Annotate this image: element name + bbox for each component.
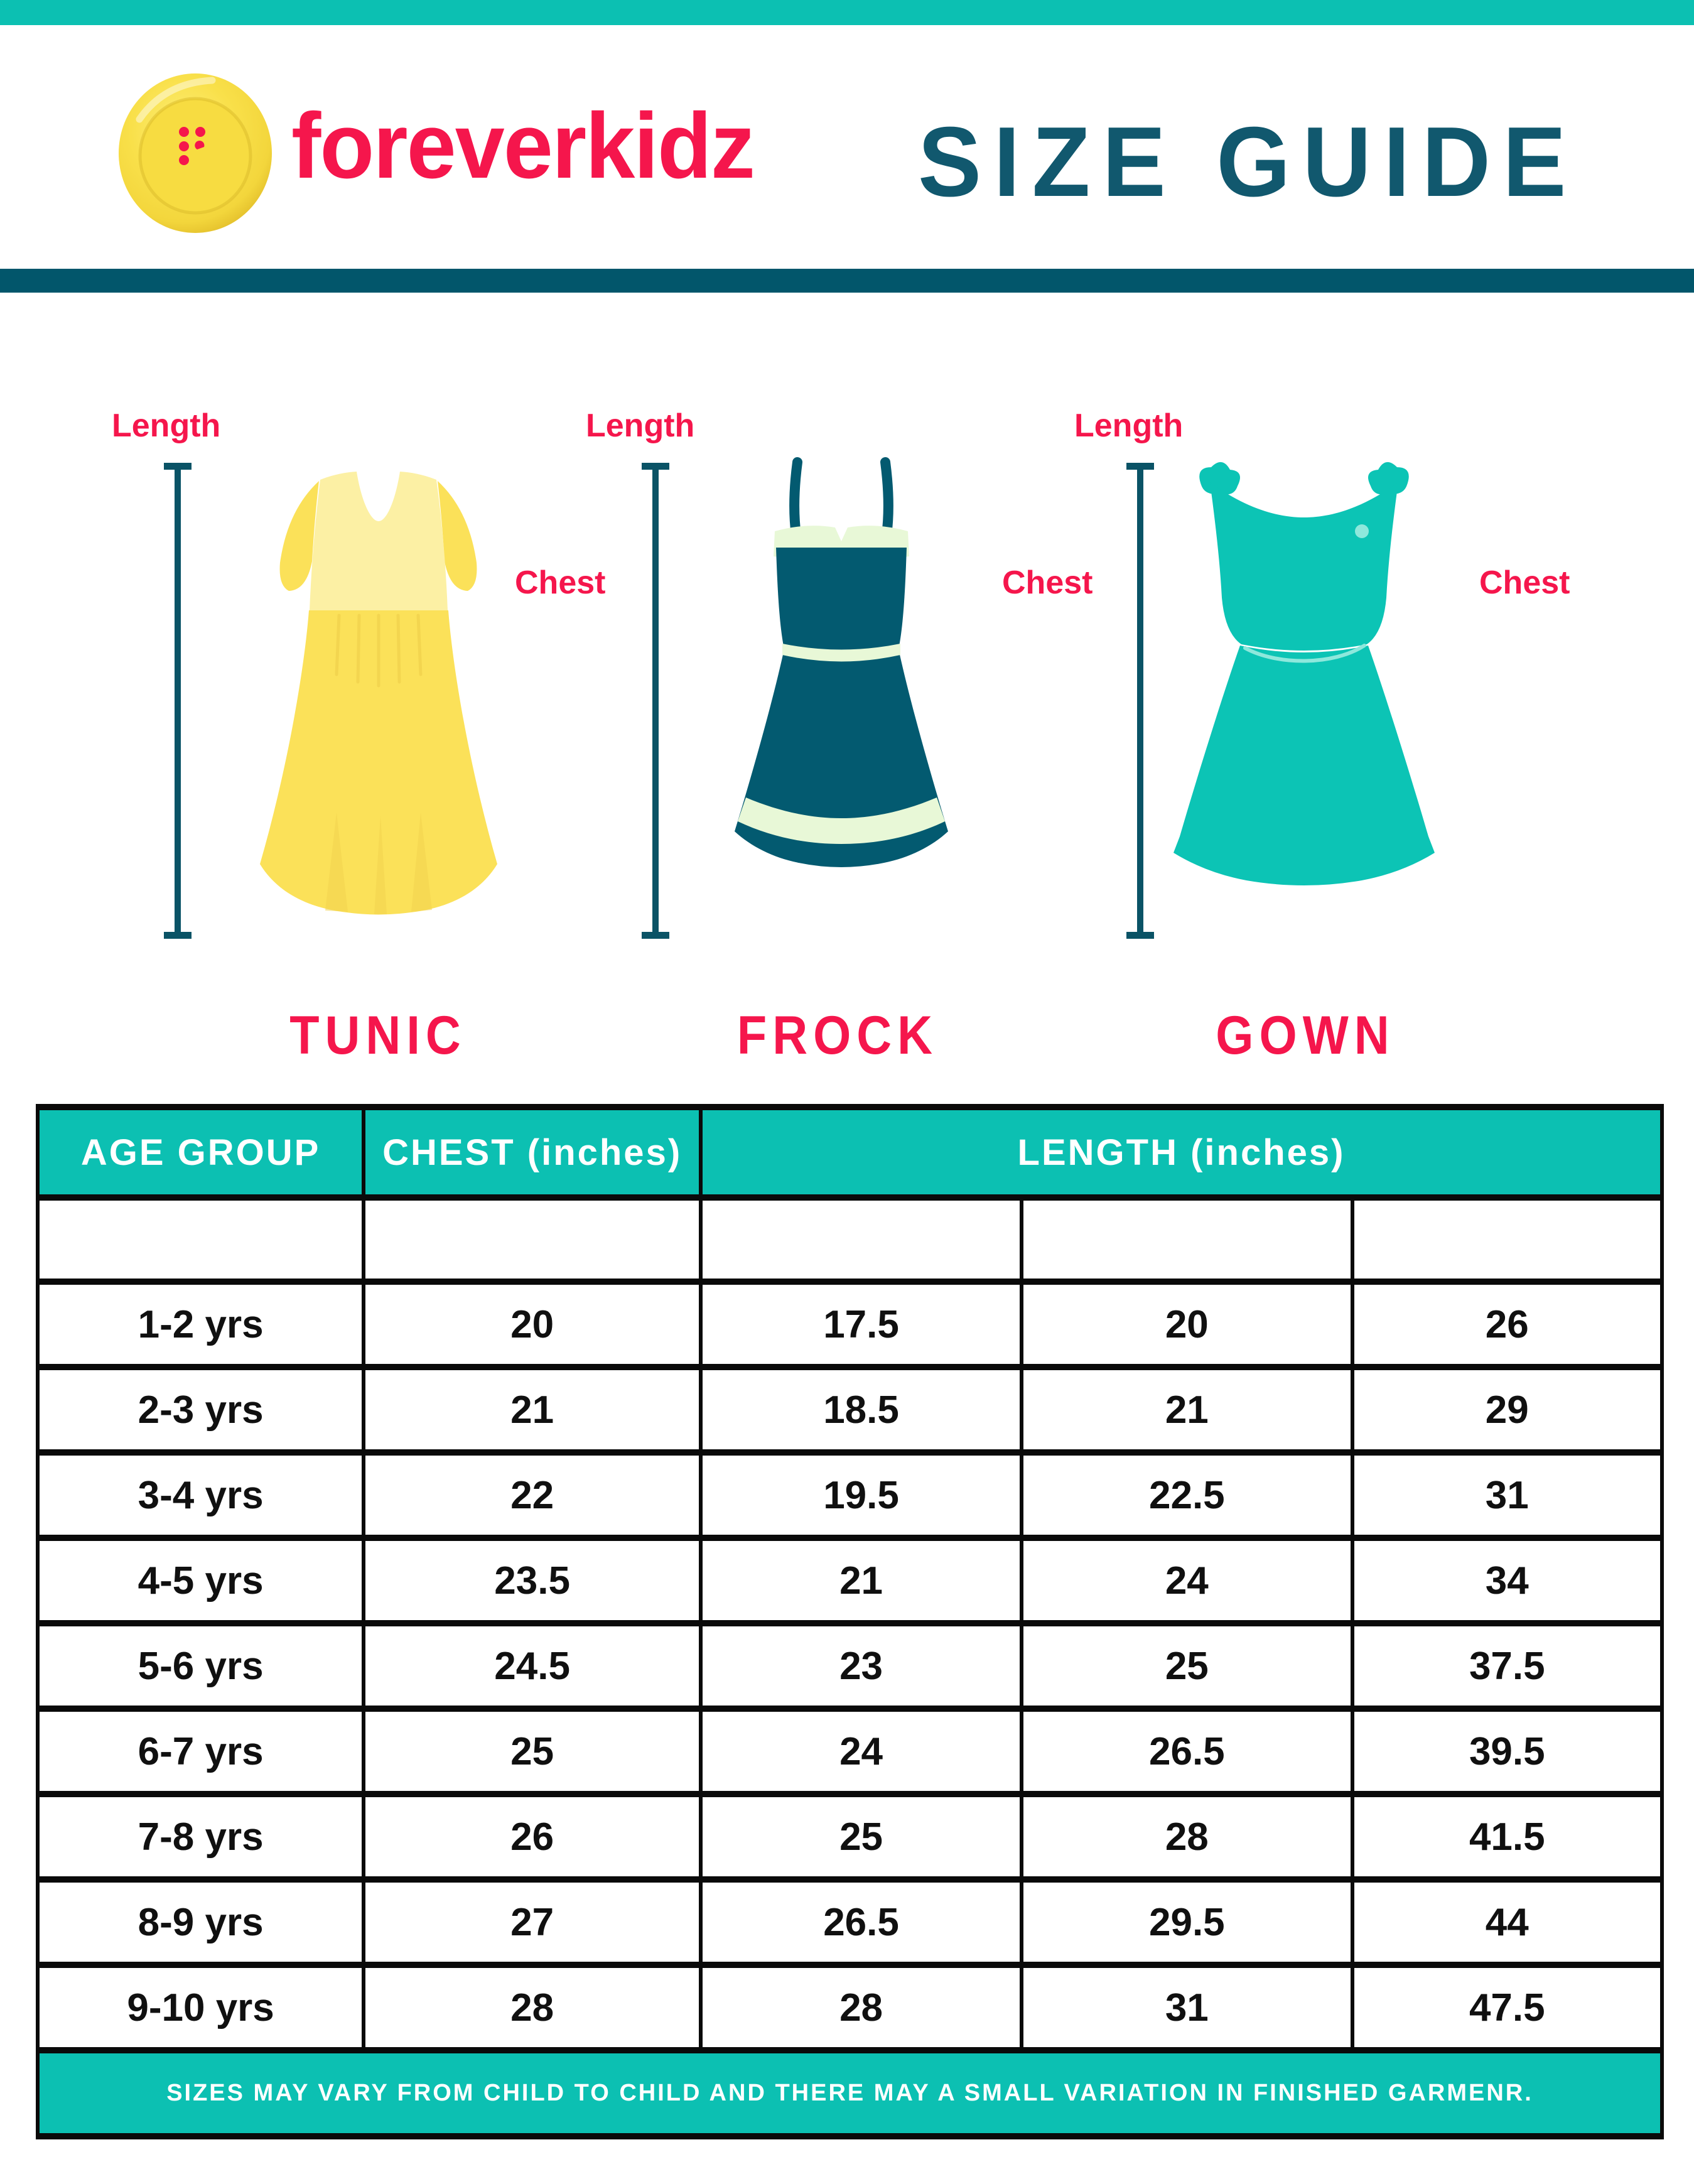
cell-length-frock: 26.5 — [1020, 1706, 1352, 1794]
brand-name: foreverkidz — [291, 94, 755, 198]
size-table: AGE GROUP CHEST (inches) LENGTH (inches)… — [40, 1110, 1660, 2047]
cell-chest: 20 — [362, 1279, 701, 1367]
top-accent-bar — [0, 0, 1694, 25]
cell-length-tunic: 17.5 — [699, 1279, 1022, 1367]
cell-age: 9-10 yrs — [40, 1962, 364, 2047]
cell-age: 8-9 yrs — [40, 1876, 364, 1965]
tunic-chest-label: Chest — [515, 565, 606, 601]
frock-title: FROCK — [736, 1005, 939, 1066]
cell-length-gown: 29 — [1350, 1364, 1660, 1452]
cell-length-tunic: 19.5 — [699, 1449, 1022, 1538]
frock-illustration — [712, 453, 971, 933]
cell-age: 2-3 yrs — [40, 1364, 364, 1452]
cell-length-frock: 29.5 — [1020, 1876, 1352, 1965]
sub-header-tunic: TUNIC — [699, 1197, 1022, 1282]
gown-length-measure-line — [1126, 463, 1154, 939]
button-icon — [119, 73, 272, 233]
cell-age: 7-8 yrs — [40, 1791, 364, 1879]
cell-age: 5-6 yrs — [40, 1620, 364, 1709]
cell-chest: 24.5 — [362, 1620, 701, 1709]
cell-age: 6-7 yrs — [40, 1706, 364, 1794]
brand-logo — [117, 72, 274, 235]
table-row: 7-8 yrs 26 25 28 41.5 — [40, 1791, 1660, 1879]
footer-note-text: SIZES MAY VARY FROM CHILD TO CHILD AND T… — [166, 2080, 1533, 2106]
cell-length-frock: 20 — [1020, 1279, 1352, 1367]
blank-header-cell — [40, 1197, 364, 1282]
cell-length-frock: 31 — [1020, 1962, 1352, 2047]
frock-length-label: Length — [586, 408, 695, 444]
cell-length-frock: 24 — [1020, 1535, 1352, 1623]
cell-chest: 22 — [362, 1449, 701, 1538]
size-table-container: AGE GROUP CHEST (inches) LENGTH (inches)… — [36, 1104, 1664, 2139]
frock-chest-label: Chest — [1002, 565, 1093, 601]
cell-length-frock: 25 — [1020, 1620, 1352, 1709]
table-row: 9-10 yrs 28 28 31 47.5 — [40, 1962, 1660, 2047]
cell-chest: 25 — [362, 1706, 701, 1794]
gown-length-label: Length — [1074, 408, 1184, 444]
cell-length-gown: 44 — [1350, 1876, 1660, 1965]
col-header-age-group: AGE GROUP — [40, 1110, 364, 1201]
tunic-dress-icon — [260, 472, 497, 915]
frock-length-measure-line — [642, 463, 669, 939]
table-row: 8-9 yrs 27 26.5 29.5 44 — [40, 1876, 1660, 1965]
gown-illustration — [1170, 448, 1438, 949]
cell-length-gown: 34 — [1350, 1535, 1660, 1623]
tunic-length-label: Length — [112, 408, 221, 444]
col-header-chest: CHEST (inches) — [362, 1110, 701, 1201]
cell-length-tunic: 21 — [699, 1535, 1022, 1623]
cell-length-tunic: 24 — [699, 1706, 1022, 1794]
sub-header-frock: FROCK — [1020, 1197, 1352, 1282]
tunic-illustration — [251, 461, 506, 938]
cell-length-tunic: 26.5 — [699, 1876, 1022, 1965]
footer-note-bar: SIZES MAY VARY FROM CHILD TO CHILD AND T… — [40, 2047, 1660, 2133]
gown-dress-icon — [1173, 462, 1435, 885]
cell-length-tunic: 25 — [699, 1791, 1022, 1879]
cell-age: 3-4 yrs — [40, 1449, 364, 1538]
cell-length-tunic: 28 — [699, 1962, 1022, 2047]
cell-chest: 27 — [362, 1876, 701, 1965]
col-header-length: LENGTH (inches) — [699, 1110, 1660, 1201]
cell-length-gown: 31 — [1350, 1449, 1660, 1538]
cell-age: 1-2 yrs — [40, 1279, 364, 1367]
table-row: 6-7 yrs 25 24 26.5 39.5 — [40, 1706, 1660, 1794]
table-row: 1-2 yrs 20 17.5 20 26 — [40, 1279, 1660, 1367]
cell-length-gown: 39.5 — [1350, 1706, 1660, 1794]
table-row: 4-5 yrs 23.5 21 24 34 — [40, 1535, 1660, 1623]
cell-length-gown: 47.5 — [1350, 1962, 1660, 2047]
cell-chest: 23.5 — [362, 1535, 701, 1623]
cell-length-frock: 21 — [1020, 1364, 1352, 1452]
tunic-title: TUNIC — [289, 1005, 467, 1066]
tunic-length-measure-line — [164, 463, 192, 939]
cell-length-tunic: 18.5 — [699, 1364, 1022, 1452]
cell-age: 4-5 yrs — [40, 1535, 364, 1623]
table-row: 3-4 yrs 22 19.5 22.5 31 — [40, 1449, 1660, 1538]
cell-length-frock: 28 — [1020, 1791, 1352, 1879]
sub-header-gown: GROWN — [1350, 1197, 1660, 1282]
gown-title: GOWN — [1216, 1005, 1395, 1066]
size-table-body: 1-2 yrs 20 17.5 20 26 2-3 yrs 21 18.5 21… — [40, 1279, 1660, 2047]
table-row: 5-6 yrs 24.5 23 25 37.5 — [40, 1620, 1660, 1709]
blank-header-cell — [362, 1197, 701, 1282]
cell-chest: 26 — [362, 1791, 701, 1879]
cell-chest: 28 — [362, 1962, 701, 2047]
page-title: SIZE GUIDE — [918, 107, 1578, 217]
cell-chest: 21 — [362, 1364, 701, 1452]
cell-length-gown: 26 — [1350, 1279, 1660, 1367]
cell-length-gown: 41.5 — [1350, 1791, 1660, 1879]
cell-length-gown: 37.5 — [1350, 1620, 1660, 1709]
gown-chest-label: Chest — [1479, 565, 1570, 601]
table-row: 2-3 yrs 21 18.5 21 29 — [40, 1364, 1660, 1452]
cell-length-frock: 22.5 — [1020, 1449, 1352, 1538]
frock-dress-icon — [735, 457, 948, 867]
header-divider-bar — [0, 269, 1694, 293]
cell-length-tunic: 23 — [699, 1620, 1022, 1709]
